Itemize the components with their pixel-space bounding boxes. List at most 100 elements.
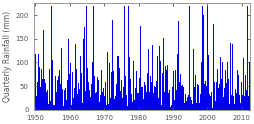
Bar xyxy=(116,84,117,110)
Bar xyxy=(87,82,88,110)
Bar xyxy=(181,57,182,110)
Bar xyxy=(108,104,109,110)
Bar xyxy=(241,95,242,110)
Bar xyxy=(204,81,205,110)
Bar xyxy=(138,81,139,110)
Bar xyxy=(158,46,160,110)
Bar xyxy=(113,6,114,110)
Bar xyxy=(175,83,176,110)
Bar xyxy=(168,90,169,110)
Bar xyxy=(228,104,229,110)
Bar xyxy=(67,80,68,110)
Bar xyxy=(136,93,137,110)
Bar xyxy=(46,53,47,110)
Bar xyxy=(83,79,84,110)
Bar xyxy=(135,71,136,110)
Bar xyxy=(57,76,58,110)
Bar xyxy=(214,101,215,110)
Bar xyxy=(128,6,129,110)
Bar xyxy=(176,90,177,110)
Bar xyxy=(118,68,119,110)
Bar xyxy=(244,75,245,110)
Bar xyxy=(94,93,95,110)
Bar xyxy=(217,88,218,110)
Bar xyxy=(121,80,122,110)
Bar xyxy=(70,86,71,110)
Bar xyxy=(77,94,78,110)
Bar xyxy=(189,97,190,110)
Bar xyxy=(79,89,80,110)
Bar xyxy=(197,85,198,110)
Bar xyxy=(154,87,155,110)
Bar xyxy=(161,73,162,110)
Bar xyxy=(137,93,138,110)
Bar xyxy=(172,71,173,110)
Bar xyxy=(127,106,128,110)
Bar xyxy=(222,97,223,110)
Bar xyxy=(196,84,197,110)
Bar xyxy=(211,108,212,110)
Bar xyxy=(56,92,57,110)
Bar xyxy=(192,49,193,110)
Bar xyxy=(187,93,188,110)
Bar xyxy=(170,107,171,110)
Bar xyxy=(73,97,74,110)
Bar xyxy=(107,27,108,110)
Bar xyxy=(69,74,70,110)
Bar xyxy=(61,48,62,110)
Bar xyxy=(190,100,191,110)
Bar xyxy=(42,79,43,110)
Bar xyxy=(89,90,90,110)
Bar xyxy=(201,6,202,110)
Bar xyxy=(195,75,196,110)
Bar xyxy=(131,102,132,110)
Bar xyxy=(148,92,149,110)
Bar xyxy=(206,71,207,110)
Bar xyxy=(130,94,131,110)
Bar xyxy=(50,101,51,110)
Bar xyxy=(112,71,113,110)
Y-axis label: Quarterly Rainfall (mm): Quarterly Rainfall (mm) xyxy=(4,11,12,102)
Bar xyxy=(193,87,194,110)
Bar xyxy=(234,89,235,110)
Bar xyxy=(86,6,87,110)
Bar xyxy=(141,87,142,110)
Bar xyxy=(125,95,126,110)
Bar xyxy=(81,73,82,110)
Bar xyxy=(38,54,39,110)
Bar xyxy=(180,86,181,110)
Bar xyxy=(231,44,232,110)
Bar xyxy=(210,93,211,110)
Bar xyxy=(91,84,92,110)
Bar xyxy=(76,65,77,110)
Bar xyxy=(98,80,99,110)
Bar xyxy=(58,87,59,110)
Bar xyxy=(186,97,187,110)
Bar xyxy=(40,87,41,110)
Bar xyxy=(246,6,247,110)
Bar xyxy=(140,26,141,110)
Bar xyxy=(45,92,46,110)
Bar xyxy=(103,88,104,110)
Bar xyxy=(242,58,243,110)
Bar xyxy=(39,70,40,110)
Bar xyxy=(92,62,93,110)
Bar xyxy=(152,45,153,110)
Bar xyxy=(115,96,116,110)
Bar xyxy=(72,72,73,110)
Bar xyxy=(238,95,239,110)
Bar xyxy=(150,45,151,110)
Bar xyxy=(249,93,250,110)
Bar xyxy=(84,27,85,110)
Bar xyxy=(153,86,154,110)
Bar xyxy=(43,30,44,110)
Bar xyxy=(227,79,228,110)
Bar xyxy=(147,73,148,110)
Bar xyxy=(229,43,230,110)
Bar xyxy=(202,15,203,110)
Bar xyxy=(96,92,97,110)
Bar xyxy=(220,79,221,110)
Bar xyxy=(49,69,50,110)
Bar xyxy=(78,83,79,110)
Bar xyxy=(48,104,49,110)
